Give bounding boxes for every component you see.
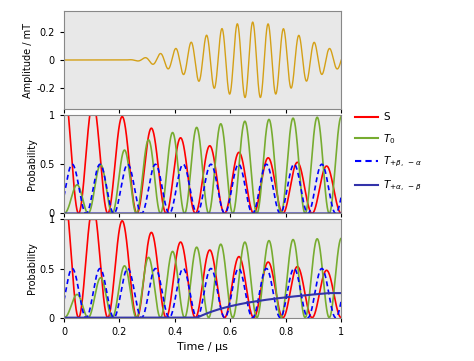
Y-axis label: Probability: Probability — [27, 243, 37, 295]
Legend: S, $T_0$, $T_{+\beta,\ -\alpha}$, $T_{+\alpha,\ -\beta}$: S, $T_0$, $T_{+\beta,\ -\alpha}$, $T_{+\… — [355, 112, 422, 193]
Y-axis label: Amplitude / mT: Amplitude / mT — [23, 22, 33, 97]
Y-axis label: Probability: Probability — [27, 138, 37, 190]
X-axis label: Time / μs: Time / μs — [177, 342, 228, 352]
